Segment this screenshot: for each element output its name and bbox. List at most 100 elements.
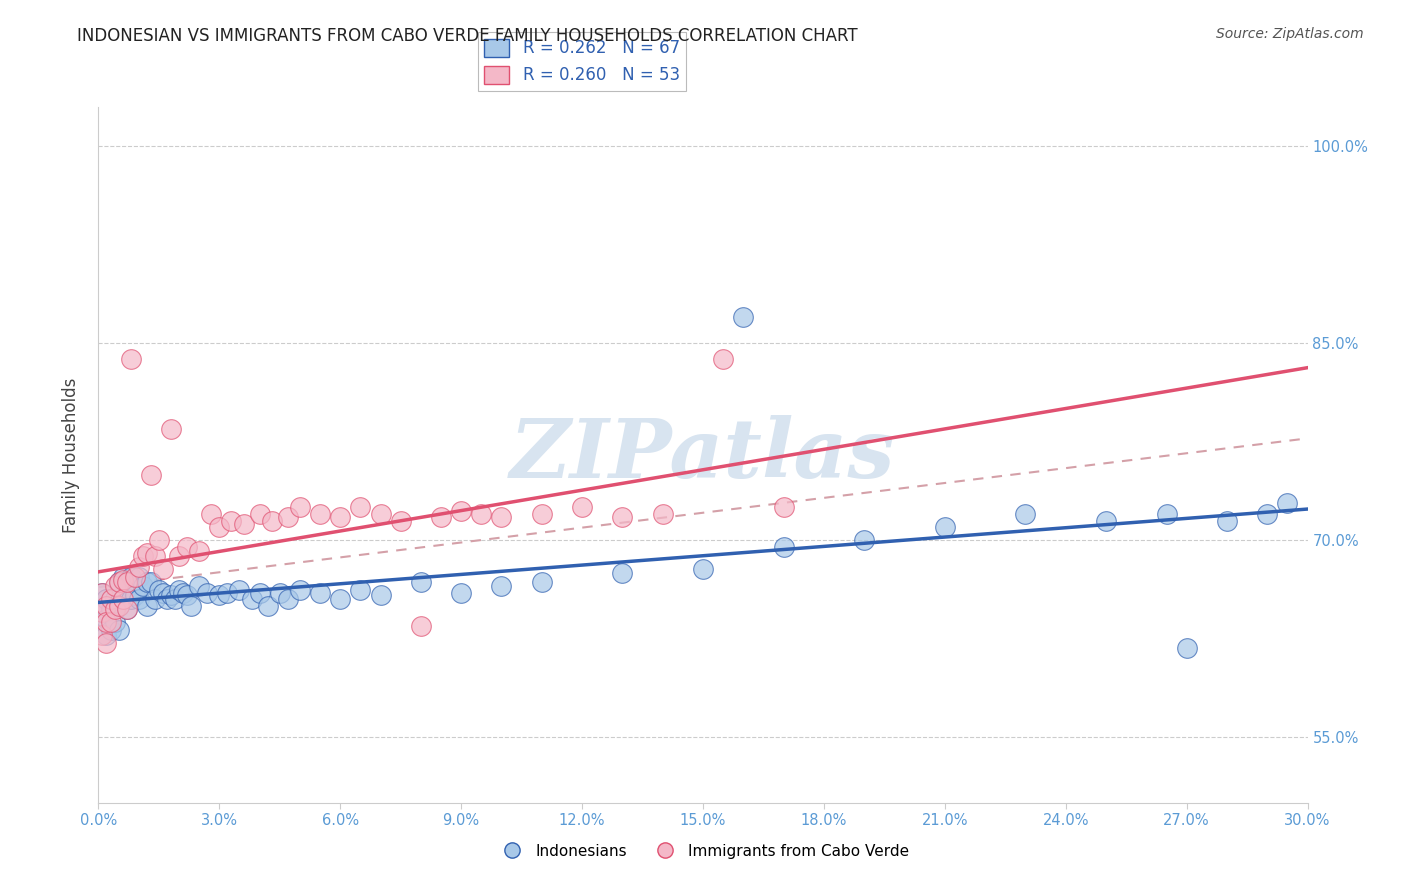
Point	[409, 575, 432, 590]
Point	[167, 549, 190, 563]
Y-axis label: Family Households: Family Households	[62, 377, 80, 533]
Point	[148, 583, 170, 598]
Point	[139, 575, 162, 590]
Point	[349, 500, 371, 515]
Point	[772, 540, 794, 554]
Point	[111, 573, 134, 587]
Point	[100, 592, 122, 607]
Point	[128, 570, 150, 584]
Point	[733, 310, 755, 324]
Point	[128, 559, 150, 574]
Point	[91, 586, 114, 600]
Point	[288, 500, 311, 515]
Point	[91, 606, 114, 620]
Point	[103, 615, 125, 629]
Point	[309, 507, 332, 521]
Point	[103, 601, 125, 615]
Point	[256, 599, 278, 613]
Point	[107, 599, 129, 613]
Point	[221, 514, 243, 528]
Point	[228, 583, 250, 598]
Point	[772, 500, 794, 515]
Text: INDONESIAN VS IMMIGRANTS FROM CABO VERDE FAMILY HOUSEHOLDS CORRELATION CHART: INDONESIAN VS IMMIGRANTS FROM CABO VERDE…	[77, 27, 858, 45]
Point	[309, 586, 332, 600]
Point	[96, 628, 118, 642]
Point	[1095, 514, 1118, 528]
Point	[612, 566, 634, 580]
Point	[91, 586, 114, 600]
Point	[651, 507, 673, 521]
Point	[1277, 496, 1299, 510]
Point	[176, 588, 198, 602]
Point	[135, 546, 157, 560]
Point	[409, 618, 432, 632]
Point	[96, 612, 118, 626]
Point	[450, 586, 472, 600]
Point	[370, 507, 392, 521]
Point	[143, 592, 166, 607]
Point	[167, 583, 190, 598]
Point	[135, 599, 157, 613]
Point	[491, 509, 513, 524]
Point	[530, 575, 553, 590]
Point	[132, 579, 155, 593]
Point	[389, 514, 412, 528]
Point	[934, 520, 956, 534]
Point	[111, 592, 134, 607]
Point	[115, 575, 138, 590]
Point	[115, 601, 138, 615]
Point	[1156, 507, 1178, 521]
Point	[195, 586, 218, 600]
Point	[249, 586, 271, 600]
Point	[91, 628, 114, 642]
Point	[240, 592, 263, 607]
Point	[530, 507, 553, 521]
Point	[160, 422, 183, 436]
Point	[370, 588, 392, 602]
Point	[163, 592, 186, 607]
Point	[107, 623, 129, 637]
Point	[853, 533, 876, 548]
Point	[188, 543, 211, 558]
Point	[120, 570, 142, 584]
Point	[111, 592, 134, 607]
Point	[100, 623, 122, 637]
Point	[208, 588, 231, 602]
Point	[96, 635, 118, 649]
Point	[711, 352, 734, 367]
Point	[120, 352, 142, 367]
Point	[115, 601, 138, 615]
Point	[288, 583, 311, 598]
Legend: Indonesians, Immigrants from Cabo Verde: Indonesians, Immigrants from Cabo Verde	[491, 838, 915, 864]
Point	[188, 579, 211, 593]
Point	[1175, 640, 1198, 655]
Point	[612, 509, 634, 524]
Point	[135, 575, 157, 590]
Point	[450, 504, 472, 518]
Point	[217, 586, 239, 600]
Point	[180, 599, 202, 613]
Point	[107, 575, 129, 590]
Point	[115, 575, 138, 590]
Point	[349, 583, 371, 598]
Point	[269, 586, 291, 600]
Point	[152, 562, 174, 576]
Point	[232, 517, 254, 532]
Point	[1014, 507, 1036, 521]
Point	[249, 507, 271, 521]
Point	[329, 592, 352, 607]
Point	[208, 520, 231, 534]
Point	[156, 592, 179, 607]
Point	[260, 514, 283, 528]
Point	[172, 586, 194, 600]
Point	[491, 579, 513, 593]
Text: Source: ZipAtlas.com: Source: ZipAtlas.com	[1216, 27, 1364, 41]
Point	[571, 500, 593, 515]
Point	[96, 592, 118, 607]
Point	[96, 599, 118, 613]
Point	[160, 588, 183, 602]
Point	[91, 606, 114, 620]
Point	[277, 509, 299, 524]
Point	[148, 533, 170, 548]
Point	[100, 615, 122, 629]
